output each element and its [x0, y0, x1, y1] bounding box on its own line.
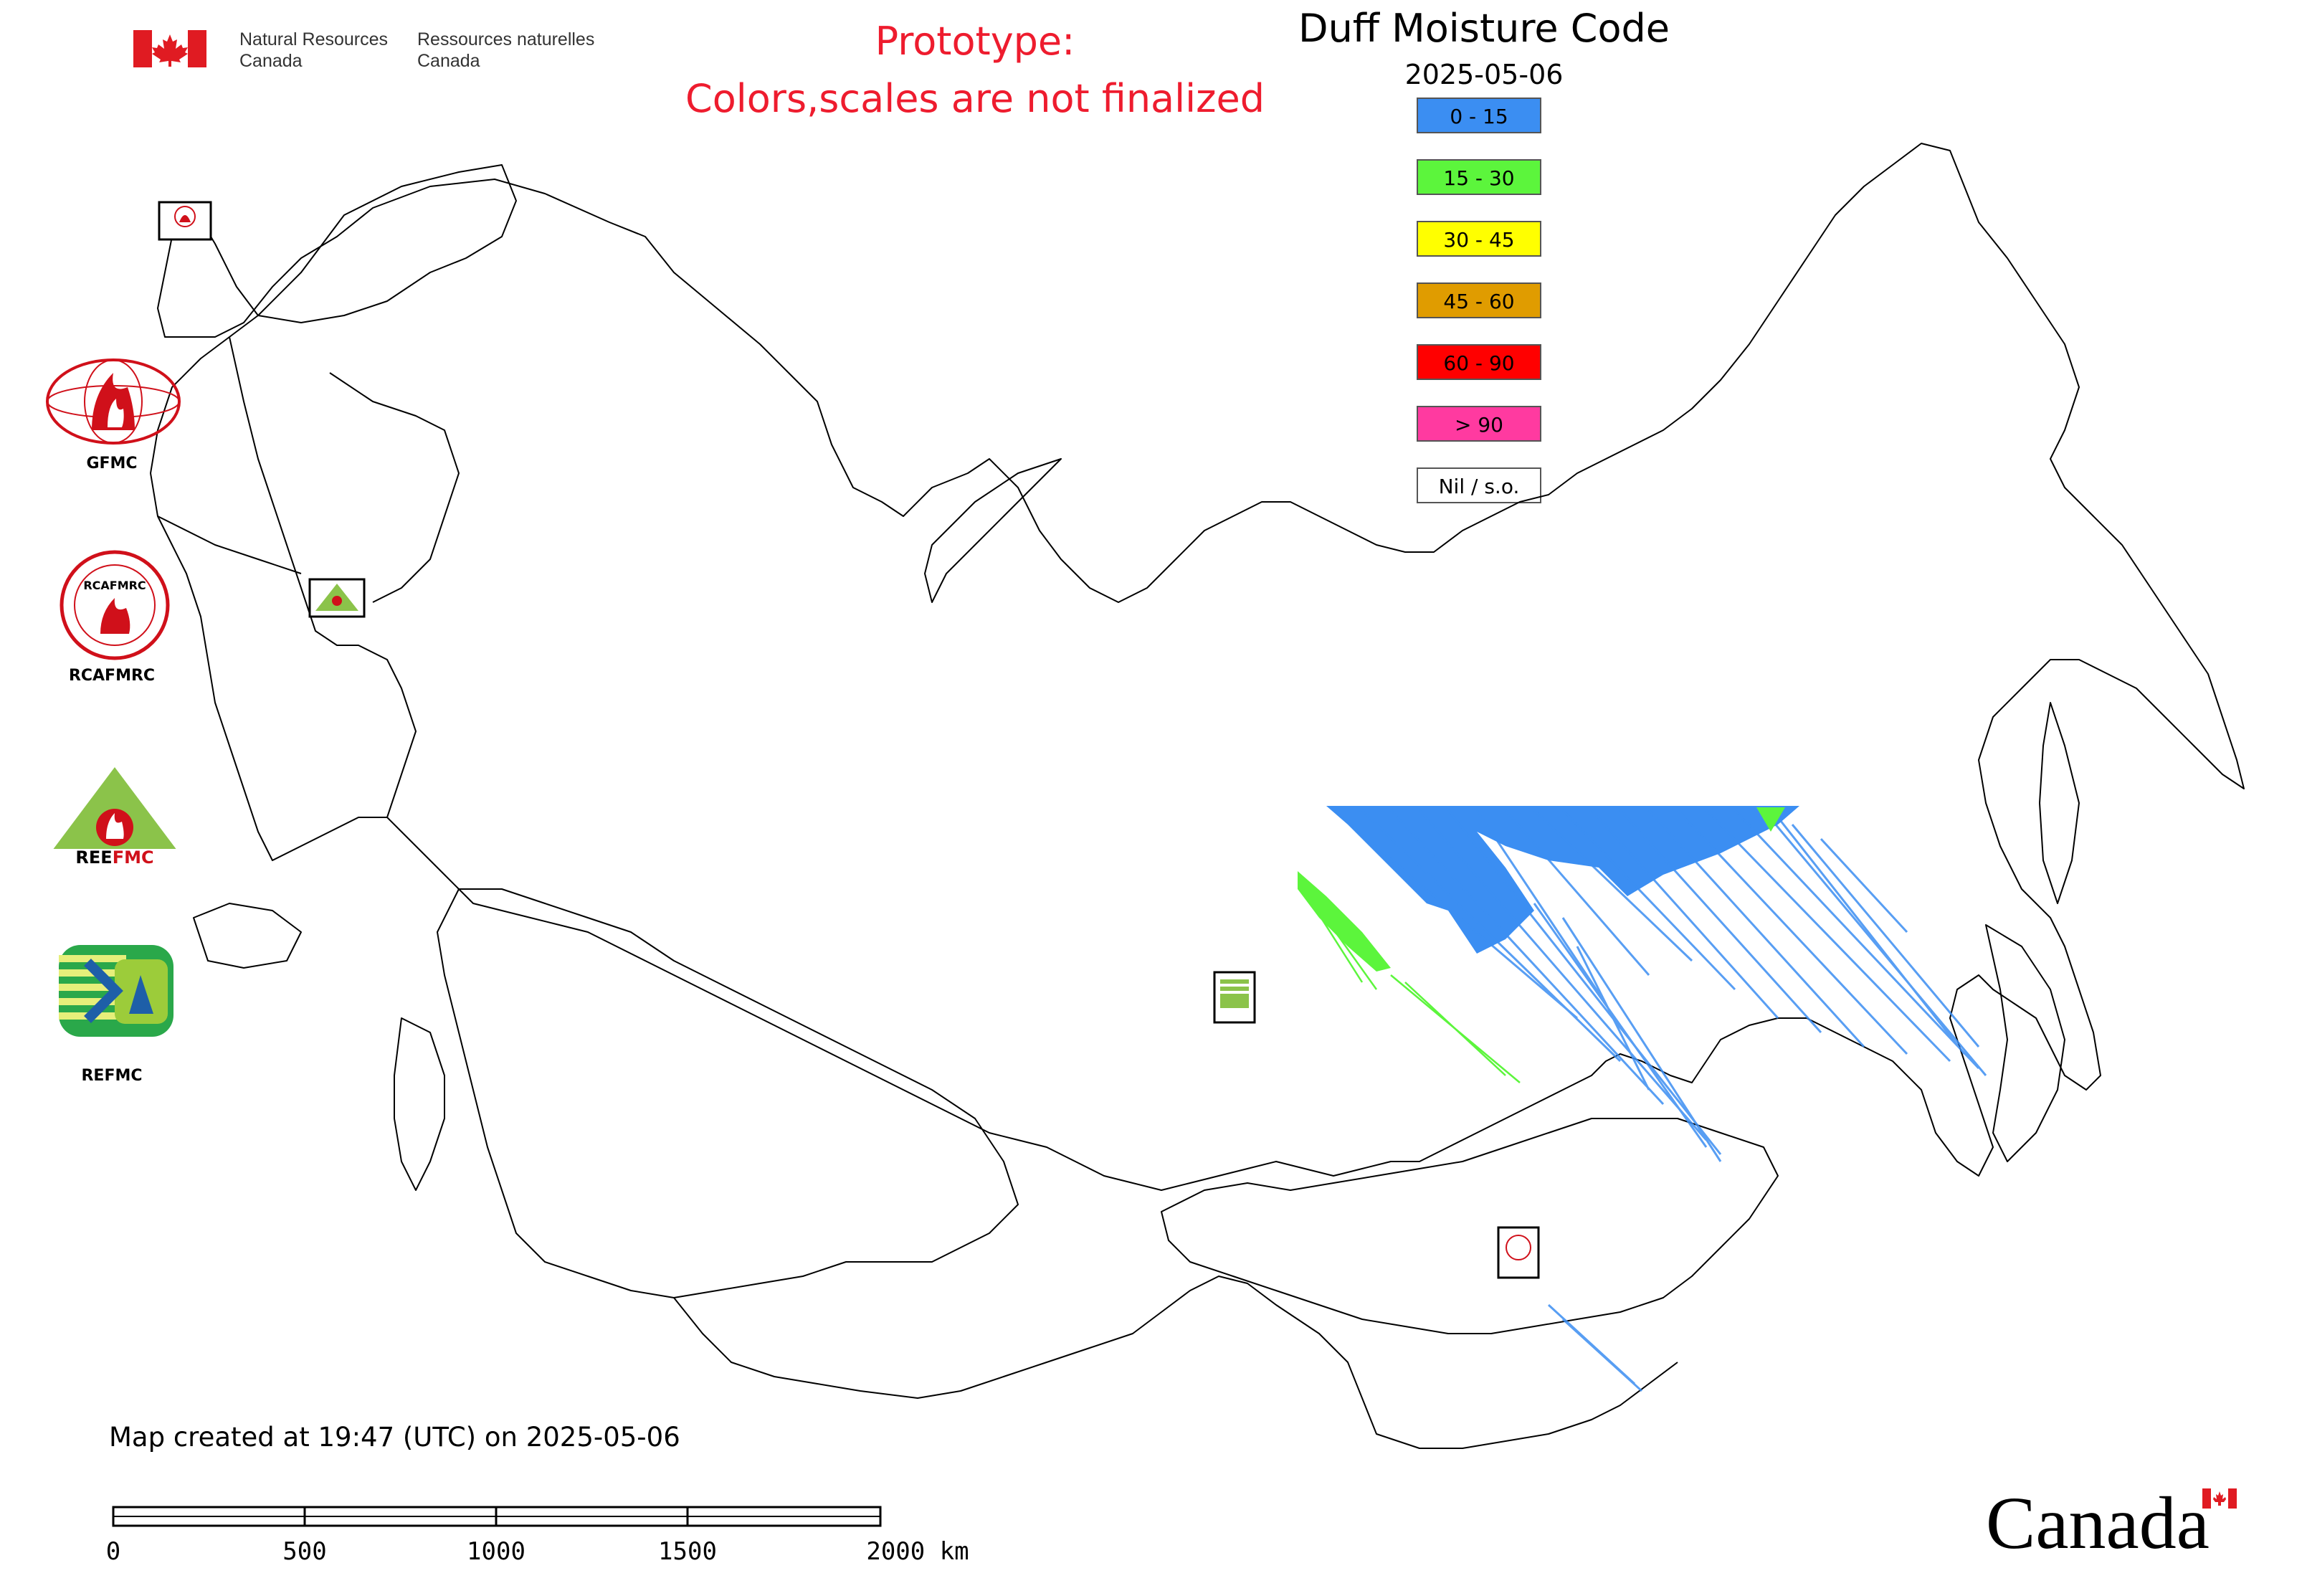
center-markers: [158, 201, 1540, 1279]
legend-item-45-60: 45 - 60: [1417, 282, 1541, 318]
scale-tick-2000: 2000 km: [866, 1537, 969, 1566]
marker-rcafmrc: [1497, 1226, 1540, 1279]
map-date: 2025-05-06: [1404, 59, 1564, 90]
marker-reefmc: [308, 578, 366, 618]
rcafmrc-logo: RCAFMRC: [57, 548, 172, 662]
legend-label: Nil / s.o.: [1438, 475, 1520, 498]
dmc-blue-fill: [1326, 806, 1799, 954]
wordmark-flag-icon: [2202, 1488, 2237, 1509]
southern-border-outline: [673, 1276, 1678, 1449]
legend-item-0-15: 0 - 15: [1417, 98, 1541, 133]
kazakhstan-outline: [437, 888, 1019, 1298]
novaya-zemlya-outline: [924, 458, 1062, 603]
mongolia-outline: [1161, 1118, 1779, 1334]
scale-bar: 0 500 1000 1500 2000 km: [105, 1503, 969, 1574]
western-borders: [157, 336, 460, 818]
legend-label: 15 - 30: [1443, 166, 1515, 190]
scale-tick-1000: 1000: [467, 1537, 525, 1566]
scandinavia-outline: [257, 164, 517, 323]
org-name-french: Ressources naturelles Canada: [417, 29, 594, 72]
org-name-english: Natural Resources Canada: [239, 29, 388, 72]
org-fr-line1: Ressources naturelles: [417, 29, 595, 49]
scale-tick-0: 0: [105, 1537, 121, 1566]
dmc-data-region: [1298, 806, 1987, 1392]
japan-outline: [1985, 924, 2065, 1162]
legend-item-15-30: 15 - 30: [1417, 159, 1541, 195]
canada-wordmark: Canada: [1986, 1484, 2244, 1563]
legend-label: 45 - 60: [1443, 290, 1515, 313]
marker-gfmc: [158, 201, 212, 241]
scale-bar-graphic: [112, 1506, 882, 1527]
gfmc-logo: [42, 358, 185, 452]
legend-item-60-90: 60 - 90: [1417, 344, 1541, 380]
scale-tick-500: 500: [282, 1537, 327, 1566]
sakhalin-outline: [2039, 702, 2080, 904]
legend-item-nil: Nil / s.o.: [1417, 467, 1541, 503]
refmc-logo: [59, 945, 173, 1037]
legend-item-30-45: 30 - 45: [1417, 221, 1541, 257]
org-fr-line2: Canada: [417, 51, 480, 71]
black-sea-outline: [193, 903, 302, 969]
gfmc-label: GFMC: [86, 455, 138, 472]
refmc-label: REFMC: [81, 1067, 143, 1085]
org-en-line1: Natural Resources: [239, 29, 389, 49]
russia-outline: [150, 143, 2245, 1191]
prototype-notice-line1: Prototype:: [875, 19, 1075, 64]
legend-label: > 90: [1455, 413, 1503, 437]
org-en-line2: Canada: [239, 51, 303, 71]
scale-tick-1500: 1500: [658, 1537, 717, 1566]
prototype-notice: Prototype: Colors,scales are not finaliz…: [645, 13, 1305, 128]
canada-wordmark-text: Canada: [1986, 1482, 2210, 1564]
reefmc-logo: REEFMC: [37, 764, 192, 872]
map-title: Duff Moisture Code: [1298, 6, 1670, 51]
caspian-outline: [394, 1017, 445, 1191]
legend-label: 0 - 15: [1450, 105, 1508, 128]
prototype-notice-line2: Colors,scales are not finalized: [685, 76, 1265, 121]
rcafmrc-label: RCAFMRC: [68, 667, 156, 685]
svg-text:RCAFMRC: RCAFMRC: [83, 579, 146, 592]
svg-text:REEFMC: REEFMC: [75, 847, 153, 868]
marker-refmc: [1213, 971, 1256, 1024]
legend-item-over-90: > 90: [1417, 406, 1541, 442]
map-created-note: Map created at 19:47 (UTC) on 2025-05-06: [109, 1422, 680, 1453]
government-signature: Natural Resources Canada Ressources natu…: [133, 26, 607, 76]
canada-flag-icon: [133, 30, 206, 67]
dmc-green-fill: [1298, 871, 1391, 972]
legend-label: 30 - 45: [1443, 228, 1515, 252]
dmc-green-patch: [1756, 807, 1785, 832]
legend-label: 60 - 90: [1443, 351, 1515, 375]
